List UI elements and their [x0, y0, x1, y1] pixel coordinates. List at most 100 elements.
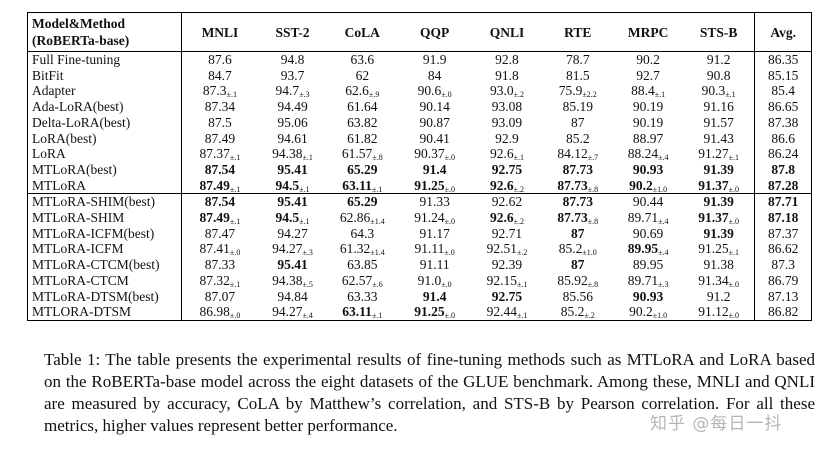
- score-value: 91.37: [698, 177, 729, 193]
- score-value: 65.29: [347, 161, 378, 177]
- score-cell: 92.7: [613, 68, 683, 84]
- score-cell: 91.27±.1: [682, 146, 756, 162]
- score-cell: 91.33: [397, 193, 472, 211]
- score-value: 87.3: [771, 257, 795, 273]
- score-value: 86.6: [771, 130, 795, 146]
- score-cell: 87: [542, 115, 613, 131]
- score-cell: 92.6±.2: [472, 210, 543, 226]
- score-value: 63.11: [342, 177, 372, 193]
- score-cell: 75.9±2.2: [542, 83, 613, 99]
- score-value: 61.32: [339, 241, 371, 257]
- score-value: 78.7: [565, 52, 590, 67]
- score-cell: 64.3: [327, 226, 398, 242]
- score-value: 88.24: [627, 146, 659, 162]
- score-value: 87: [571, 114, 585, 130]
- method-cell: Ada-LoRA(best): [27, 99, 182, 115]
- score-value: 87.18: [767, 210, 799, 226]
- score-cell: 90.2: [613, 52, 683, 68]
- score-value: 94.38: [272, 272, 303, 288]
- score-cell: 81.5: [542, 68, 613, 84]
- score-value: 87.73: [562, 194, 593, 210]
- col-header-avg: Avg.: [754, 12, 812, 52]
- std-deviation: ±.4: [658, 248, 669, 258]
- std-deviation: ±.3: [658, 279, 669, 289]
- score-value: 87.34: [204, 99, 236, 115]
- method-cell: MTLoRA-SHIM: [27, 210, 182, 226]
- score-cell: 87.6: [181, 52, 258, 68]
- score-value: 95.41: [277, 257, 308, 273]
- score-cell: 95.06: [258, 115, 327, 131]
- score-cell: 94.84: [258, 289, 327, 305]
- score-value: 92.6: [489, 146, 514, 162]
- score-value: 91.43: [703, 130, 734, 146]
- avg-cell: 87.38: [754, 114, 812, 131]
- score-value: 92.8: [495, 52, 519, 67]
- score-value: 92.75: [491, 161, 523, 177]
- score-cell: 78.7: [542, 52, 613, 68]
- score-cell: 91.4: [398, 162, 472, 178]
- score-cell: 91.9: [398, 52, 472, 68]
- std-deviation: ±.5: [302, 279, 313, 289]
- score-cell: 88.97: [613, 131, 683, 147]
- table-row: MTLoRA-SHIM(best) 87.54 95.41 65.29 91.33 92.…: [27, 193, 812, 211]
- avg-cell: 86.6: [754, 130, 812, 147]
- method-cell: MTLoRA-CTCM: [27, 272, 182, 289]
- method-header: Model&Method (RoBERTa-base): [27, 12, 182, 52]
- score-cell: 91.38: [682, 257, 756, 273]
- score-value: 90.93: [632, 161, 664, 177]
- score-value: 87.5: [208, 114, 232, 130]
- avg-cell: 87.71: [754, 193, 812, 211]
- avg-cell: 87.8: [754, 161, 812, 178]
- score-cell: 90.41: [398, 131, 472, 147]
- std-deviation: ±1.0: [582, 248, 597, 258]
- std-deviation: ±2.2: [582, 90, 597, 100]
- score-cell: 90.3±.1: [682, 83, 756, 100]
- score-cell: 91.0±.0: [398, 273, 472, 289]
- score-value: 94.8: [280, 52, 305, 67]
- score-cell: 89.71±.3: [613, 273, 683, 289]
- col-header-qnli: QNLI: [489, 24, 525, 40]
- score-value: 95.41: [277, 161, 308, 177]
- score-value: 89.95: [632, 257, 664, 273]
- score-value: 65.29: [347, 194, 378, 210]
- score-cell: 94.27±.3: [258, 241, 327, 257]
- score-value: 88.97: [632, 130, 664, 146]
- score-value: 61.57: [341, 146, 373, 162]
- std-deviation: ±.1: [229, 184, 241, 194]
- score-cell: 87.73±.8: [542, 210, 613, 226]
- score-cell: 90.2±1.0: [613, 177, 683, 195]
- std-deviation: ±1.0: [652, 184, 668, 194]
- score-value: 91.39: [703, 194, 734, 210]
- score-cell: 92.6±.1: [472, 146, 543, 162]
- score-value: 90.2: [629, 177, 653, 193]
- score-cell: 88.24±.4: [613, 146, 683, 162]
- score-cell: 91.11±.0: [398, 241, 472, 257]
- table-row: MTLoRA(best) 87.54 95.41 65.29 91.4 92.75 87.7…: [27, 161, 812, 178]
- std-deviation: ±.0: [444, 217, 456, 227]
- score-cell: 87: [542, 257, 613, 273]
- score-cell: 90.19: [613, 99, 683, 115]
- score-value: 62.6: [345, 83, 369, 99]
- score-value: 91.11: [414, 241, 445, 257]
- score-cell: 87.73: [542, 162, 613, 178]
- score-cell: 91.2: [682, 51, 756, 68]
- std-deviation: ±.7: [587, 153, 599, 163]
- score-value: 87.32: [199, 272, 230, 288]
- table-row: LoRA(best) 87.49 94.61 61.82 90.41 92.9 85.2 88…: [27, 130, 812, 147]
- score-value: 91.17: [419, 225, 450, 241]
- score-value: 91.34: [698, 272, 729, 288]
- score-cell: 91.25±.0: [397, 304, 472, 321]
- score-value: 85.2: [560, 304, 585, 320]
- score-value: 88.4: [631, 83, 655, 99]
- score-value: 91.25: [414, 304, 445, 320]
- score-cell: 85.92±.8: [542, 273, 613, 289]
- score-value: 90.69: [632, 225, 664, 241]
- std-deviation: ±.1: [302, 153, 313, 163]
- std-deviation: ±.0: [441, 279, 452, 289]
- ablation-group: MTLoRA-SHIM(best) 87.54 95.41 65.29 91.33 92.…: [27, 193, 812, 321]
- score-cell: 87.33: [181, 257, 258, 273]
- score-value: 87.41: [199, 241, 230, 257]
- std-deviation: ±.1: [229, 217, 241, 227]
- score-value: 85.4: [771, 83, 795, 99]
- score-value: 92.7: [636, 67, 660, 83]
